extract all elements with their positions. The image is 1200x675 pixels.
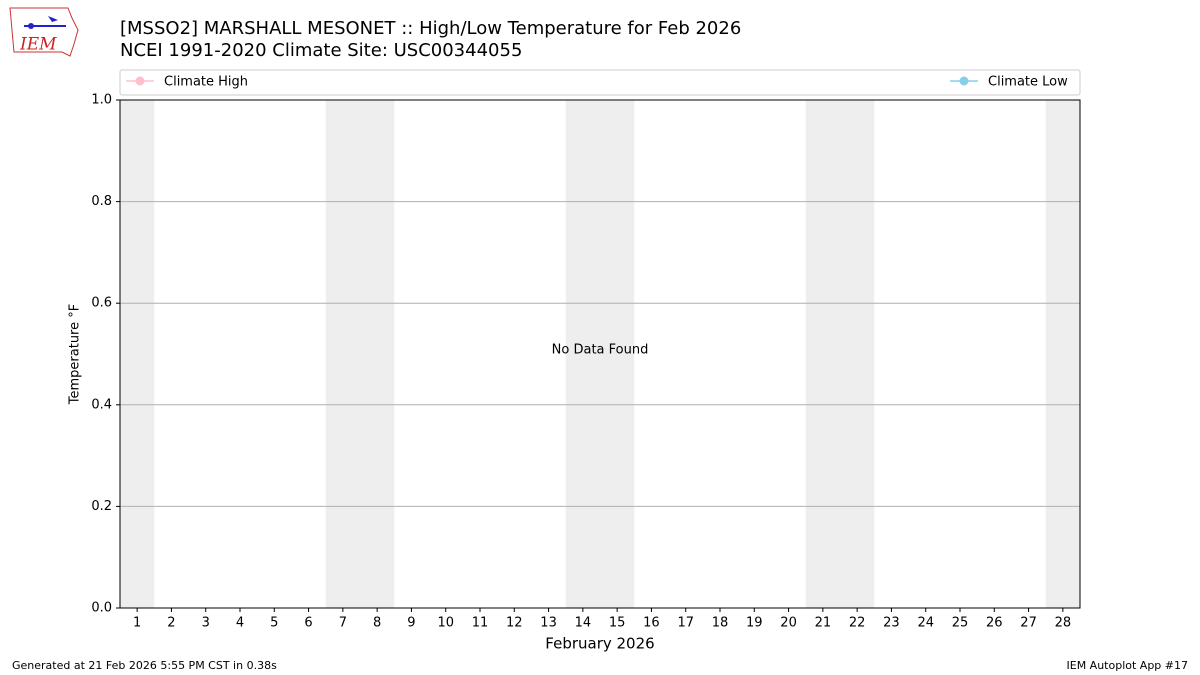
x-tick-label: 24 (917, 616, 934, 631)
legend-label: Climate Low (988, 75, 1068, 90)
weekend-shading (120, 100, 1080, 608)
y-tick-label: 1.0 (91, 93, 112, 108)
x-tick-label: 1 (133, 616, 141, 631)
x-tick-label: 13 (540, 616, 557, 631)
legend-box (119, 69, 1081, 96)
x-tick-label: 9 (407, 616, 415, 631)
logo-text: IEM (19, 35, 57, 55)
x-tick-label: 26 (986, 616, 1003, 631)
x-tick-label: 20 (780, 616, 797, 631)
x-tick-label: 7 (339, 616, 347, 631)
annotation: No Data Found (552, 343, 649, 358)
x-tick-label: 6 (304, 616, 312, 631)
weekend-band (325, 100, 395, 608)
chart-title: [MSSO2] MARSHALL MESONET :: High/Low Tem… (120, 18, 741, 39)
x-tick-label: 23 (883, 616, 900, 631)
x-tick-label: 17 (677, 616, 694, 631)
logo-flag (48, 16, 58, 22)
footer-left: Generated at 21 Feb 2026 5:55 PM CST in … (12, 659, 277, 672)
legend: Climate High Climate Low (126, 75, 1068, 90)
x-tick-label: 10 (437, 616, 454, 631)
chart-subtitle: NCEI 1991-2020 Climate Site: USC00344055 (120, 40, 522, 61)
x-tick-label: 25 (952, 616, 969, 631)
x-tick-label: 12 (506, 616, 523, 631)
legend-label: Climate High (164, 75, 248, 90)
x-tick-label: 16 (643, 616, 660, 631)
x-tick-label: 19 (746, 616, 763, 631)
y-axis-label: Temperature °F (68, 304, 83, 405)
legend-marker (135, 76, 145, 86)
x-axis-label: February 2026 (545, 635, 654, 653)
footer-right: IEM Autoplot App #17 (1067, 659, 1189, 672)
x-tick-label: 5 (270, 616, 278, 631)
weekend-band (805, 100, 875, 608)
x-tick-label: 14 (575, 616, 592, 631)
x-tick-label: 11 (472, 616, 489, 631)
x-tick-label: 8 (373, 616, 381, 631)
logo-dot (28, 23, 34, 29)
x-tick-label: 21 (815, 616, 832, 631)
y-tick-label: 0.6 (91, 296, 112, 311)
legend-marker (959, 76, 969, 86)
x-tick-label: 3 (202, 616, 210, 631)
y-tick-label: 0.0 (91, 601, 112, 616)
weekend-band (1045, 100, 1080, 608)
x-tick-label: 15 (609, 616, 626, 631)
x-tick-label: 22 (849, 616, 866, 631)
weekend-band (565, 100, 635, 608)
y-tick-label: 0.2 (91, 499, 112, 514)
x-tick-label: 4 (236, 616, 244, 631)
x-tick-label: 28 (1055, 616, 1072, 631)
axes-frame (119, 99, 1081, 609)
x-tick-label: 18 (712, 616, 729, 631)
y-tick-label: 0.8 (91, 194, 112, 209)
weekend-band (120, 100, 155, 608)
x-tick-label: 27 (1020, 616, 1037, 631)
logo: IEM (9, 7, 79, 57)
logo-shape (9, 7, 79, 57)
x-tick-label: 2 (167, 616, 175, 631)
y-tick-label: 0.4 (91, 397, 112, 412)
